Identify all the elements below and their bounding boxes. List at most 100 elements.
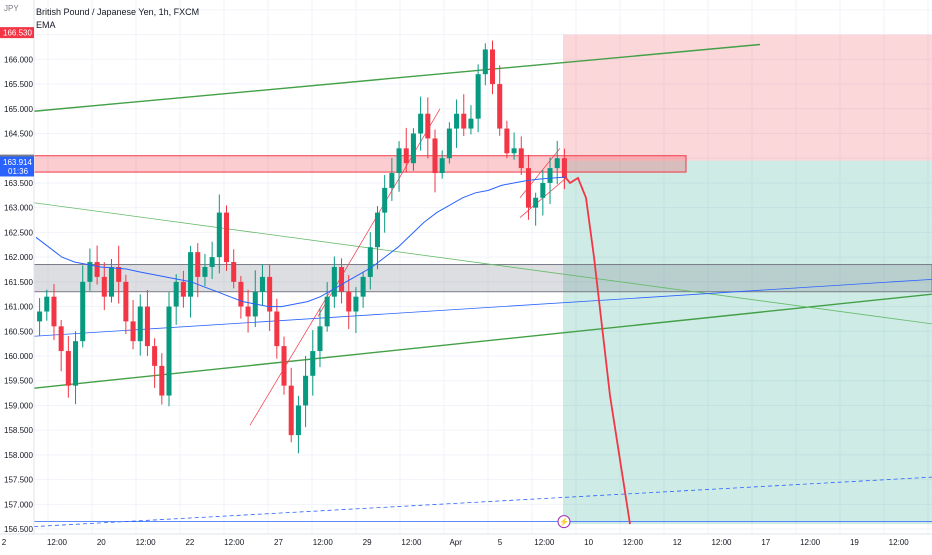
candle-body — [525, 168, 531, 208]
y-tick-label: 160.000 — [4, 352, 33, 361]
candle-body — [346, 291, 352, 312]
candle-body — [374, 212, 381, 248]
candle-body — [511, 148, 517, 154]
candle-body — [475, 74, 481, 119]
candle-body — [418, 113, 424, 134]
x-tick-label: 12:00 — [623, 538, 644, 547]
candle-body — [410, 133, 416, 164]
y-tick-label: 165.500 — [4, 80, 33, 89]
descending-line — [33, 202, 932, 325]
candle-body — [504, 128, 510, 154]
indicator-label[interactable]: EMA — [36, 20, 56, 30]
candle-body — [317, 326, 323, 352]
x-tick-label: 12:00 — [800, 538, 821, 547]
candle-body — [231, 262, 237, 282]
y-tick-label: 159.000 — [4, 401, 33, 410]
x-tick-label: 12:00 — [136, 538, 157, 547]
candle-body — [274, 311, 280, 347]
candles — [37, 40, 567, 454]
candle-body — [540, 182, 546, 198]
candle-body — [245, 306, 251, 317]
price-label-bg — [0, 156, 34, 177]
x-tick-label: 17 — [761, 538, 770, 547]
resistance-zone — [33, 155, 687, 173]
candle-body — [561, 158, 567, 178]
y-tick-label: 158.000 — [4, 451, 33, 460]
x-tick-label: 5 — [498, 538, 503, 547]
x-tick-label: 10 — [584, 538, 593, 547]
candle-body — [180, 281, 186, 297]
candle-body — [468, 118, 474, 129]
candle-body — [310, 351, 316, 376]
candle-body — [288, 385, 294, 436]
candle-body — [58, 326, 64, 352]
y-tick-label: 166.000 — [4, 55, 33, 64]
x-tick-label: 12:00 — [711, 538, 732, 547]
x-tick-label: 19 — [850, 538, 859, 547]
candle-body — [331, 267, 337, 297]
candle-body — [518, 148, 524, 169]
candle-body — [144, 306, 150, 347]
alert-glyph: ⚡ — [559, 517, 569, 527]
candle-body — [533, 197, 539, 208]
y-tick-label: 165.000 — [4, 105, 33, 114]
candle-body — [547, 168, 553, 183]
candle-body — [166, 306, 172, 396]
candle-body — [216, 212, 222, 258]
x-tick-label: 22 — [185, 538, 194, 547]
symbol-title[interactable]: British Pound / Japanese Yen, 1h, FXCM — [36, 7, 200, 17]
x-tick-label: 12:00 — [47, 538, 68, 547]
candle-body — [439, 158, 445, 174]
x-axis-bg — [0, 534, 932, 550]
x-tick-label: 12:00 — [889, 538, 910, 547]
candle-body — [267, 276, 273, 312]
y-tick-label: 160.500 — [4, 327, 33, 336]
candle-body — [37, 311, 43, 322]
candle-body — [360, 276, 366, 297]
y-tick-label: 157.000 — [4, 500, 33, 509]
candle-body — [461, 113, 467, 129]
candle-body — [73, 341, 79, 386]
candle-body — [65, 351, 71, 386]
candle-body — [353, 296, 359, 312]
candle-body — [367, 247, 373, 277]
y-tick-label: 162.000 — [4, 253, 33, 262]
candle-body — [454, 113, 460, 129]
candle-body — [339, 267, 345, 292]
candle-body — [403, 148, 409, 164]
candle-body — [101, 276, 107, 297]
y-tick-label: 158.500 — [4, 426, 33, 435]
candle-body — [188, 252, 194, 297]
candle-body — [44, 296, 50, 312]
candle-body — [446, 128, 452, 159]
candle-body — [80, 281, 86, 342]
candle-body — [432, 138, 438, 174]
y-tick-label: 161.500 — [4, 278, 33, 287]
candle-body — [202, 267, 208, 277]
candle-body — [87, 262, 93, 282]
blue-dashed-line — [33, 476, 932, 527]
projection-path — [565, 176, 631, 525]
channel-bottom-line — [33, 293, 932, 389]
candle-body — [223, 212, 230, 263]
candle-body — [482, 49, 488, 75]
x-tick-label: 12:00 — [313, 538, 334, 547]
take-profit-zone — [563, 160, 932, 525]
x-tick-label: 27 — [274, 538, 283, 547]
channel-top-line — [33, 43, 761, 112]
candle-body — [554, 158, 560, 169]
x-tick-label: 12:00 — [534, 538, 555, 547]
y-tick-label: 162.500 — [4, 228, 33, 237]
candle-body — [238, 281, 244, 307]
x-tick-label: 20 — [97, 538, 106, 547]
candle-body — [396, 148, 402, 174]
candle-body — [195, 252, 201, 277]
price-label: 166.530 — [3, 29, 32, 38]
x-tick-label: Apr — [449, 538, 462, 547]
y-tick-label: 156.500 — [4, 525, 33, 534]
candle-body — [108, 267, 115, 297]
candle-body — [425, 113, 431, 139]
ema-line — [35, 176, 567, 308]
